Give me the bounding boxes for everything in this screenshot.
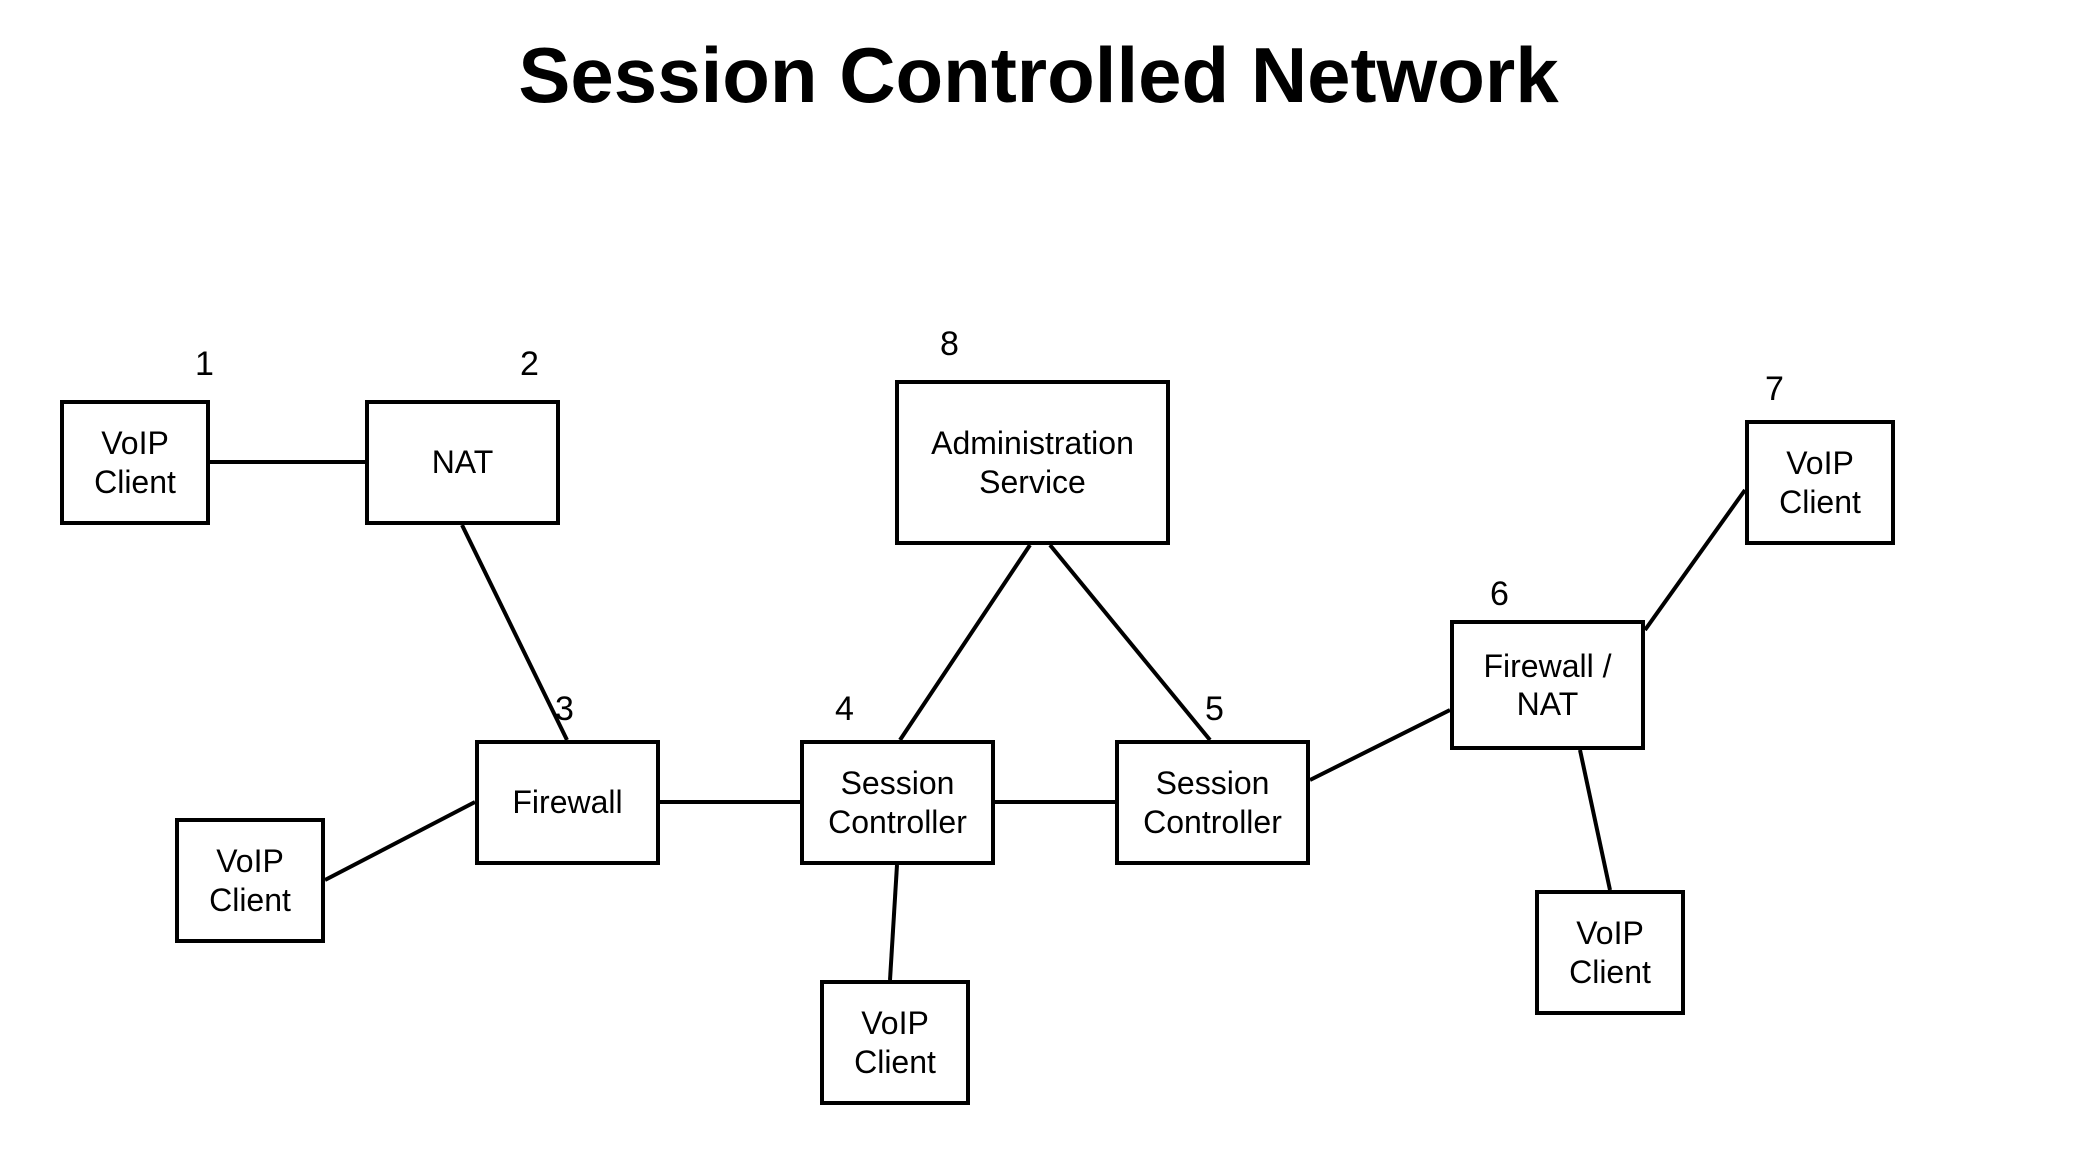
node-number-n1: 1 bbox=[195, 345, 214, 384]
node-number-n5: 5 bbox=[1205, 690, 1224, 729]
nodes-layer: VoIP Client 1 NAT 2 Firewall 3 Session Control… bbox=[0, 0, 2077, 1165]
node-number-n3: 3 bbox=[555, 690, 574, 729]
node-number-n2: 2 bbox=[520, 345, 539, 384]
node-n7: VoIP Client bbox=[1745, 420, 1895, 545]
node-n3: Firewall bbox=[475, 740, 660, 865]
node-number-n7: 7 bbox=[1765, 370, 1784, 409]
node-number-n8: 8 bbox=[940, 325, 959, 364]
node-n6: Firewall / NAT bbox=[1450, 620, 1645, 750]
node-n4: Session Controller bbox=[800, 740, 995, 865]
node-n11: VoIP Client bbox=[1535, 890, 1685, 1015]
diagram-title: Session Controlled Network bbox=[0, 30, 2077, 121]
node-number-n4: 4 bbox=[835, 690, 854, 729]
node-n10: VoIP Client bbox=[820, 980, 970, 1105]
node-n9: VoIP Client bbox=[175, 818, 325, 943]
node-n8: Administration Service bbox=[895, 380, 1170, 545]
node-n5: Session Controller bbox=[1115, 740, 1310, 865]
node-n2: NAT bbox=[365, 400, 560, 525]
node-number-n6: 6 bbox=[1490, 575, 1509, 614]
node-n1: VoIP Client bbox=[60, 400, 210, 525]
